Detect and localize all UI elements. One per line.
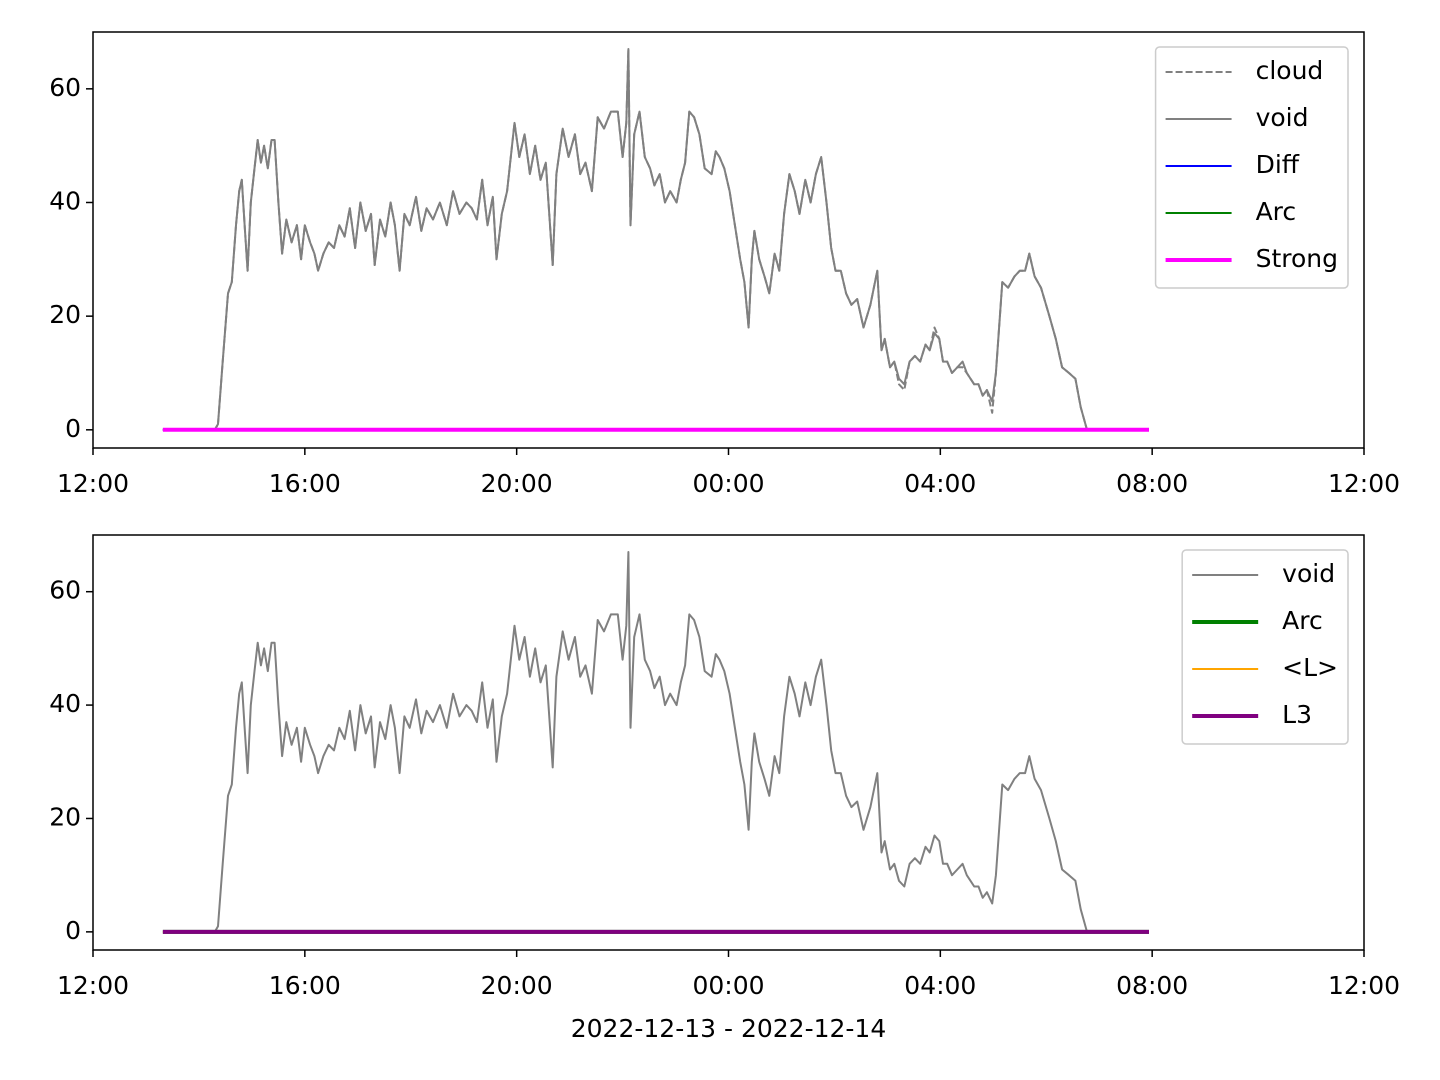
- y-tick-label: 60: [49, 73, 81, 102]
- legend-label: cloud: [1256, 56, 1324, 85]
- legend: void Arc <L> L3: [1181, 549, 1349, 745]
- x-tick-label: 12:00: [1328, 469, 1400, 498]
- axes: 0 20 40 60 12:00 16:00 20:00 00:00 04:00 08:00 12:…: [49, 31, 1400, 498]
- legend-box: [1181, 549, 1349, 745]
- legend-label: L3: [1282, 700, 1312, 729]
- axes: 0 20 40 60 12:00 16:00 20:00 00:00 04:00 08:00 12:…: [49, 534, 1400, 1043]
- x-tick-label: 04:00: [904, 469, 976, 498]
- x-tick-label: 08:00: [1116, 469, 1188, 498]
- legend-label: void: [1282, 559, 1335, 588]
- y-tick-label: 20: [49, 802, 81, 831]
- x-tick-label: 00:00: [692, 469, 764, 498]
- legend: cloud void Diff Arc Strong: [1154, 46, 1349, 289]
- legend-box: [1154, 46, 1349, 289]
- x-tick-label: 12:00: [57, 971, 129, 1000]
- x-tick-label: 16:00: [269, 469, 341, 498]
- y-tick-label: 60: [49, 576, 81, 605]
- x-tick-label: 12:00: [57, 469, 129, 498]
- y-tick-label: 40: [49, 186, 81, 215]
- series-line: [162, 48, 1088, 431]
- legend-label: Diff: [1256, 150, 1300, 179]
- x-tick-label: 20:00: [481, 971, 553, 1000]
- x-axis-label: 2022-12-13 - 2022-12-14: [571, 1014, 887, 1043]
- legend-label: Arc: [1282, 606, 1323, 635]
- x-tick-label: 04:00: [904, 971, 976, 1000]
- plot-frame: [92, 31, 1365, 449]
- x-tick-label: 16:00: [269, 971, 341, 1000]
- legend-label: Strong: [1256, 244, 1338, 273]
- legend-label: void: [1256, 103, 1309, 132]
- y-tick-label: 40: [49, 689, 81, 718]
- x-tick-label: 08:00: [1116, 971, 1188, 1000]
- series-line: [162, 551, 1088, 933]
- y-tick-label: 0: [65, 916, 81, 945]
- legend-label: <L>: [1282, 653, 1338, 682]
- x-tick-label: 00:00: [692, 971, 764, 1000]
- y-tick-label: 20: [49, 300, 81, 329]
- y-tick-label: 0: [65, 414, 81, 443]
- series-line: [162, 48, 1088, 431]
- x-tick-label: 20:00: [481, 469, 553, 498]
- plot-frame: [92, 534, 1365, 951]
- x-tick-label: 12:00: [1328, 971, 1400, 1000]
- legend-label: Arc: [1256, 197, 1297, 226]
